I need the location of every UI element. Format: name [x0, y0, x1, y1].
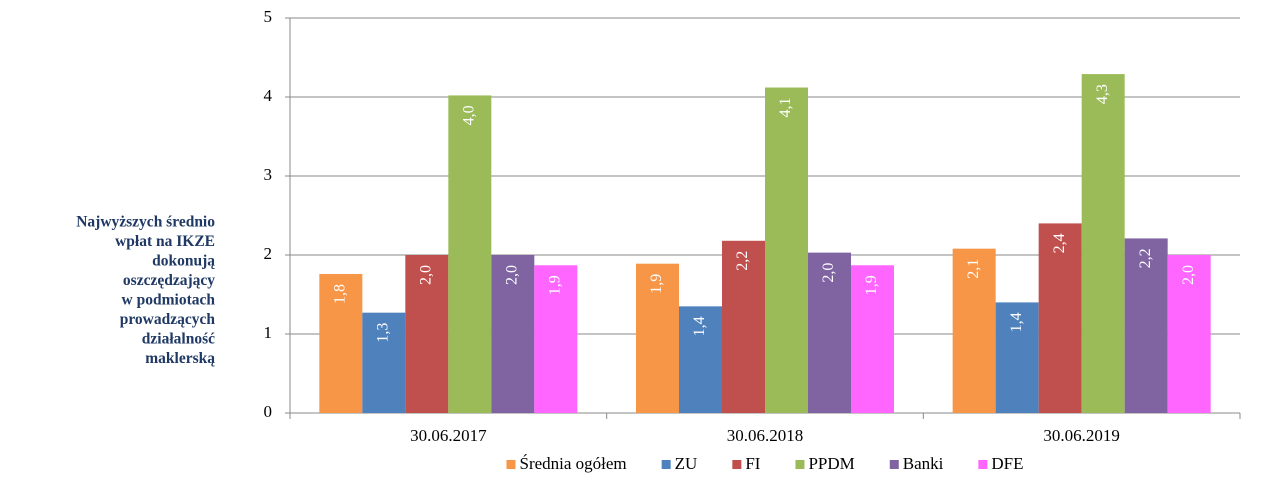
value-label: 2,1: [965, 259, 982, 279]
value-label: 1,4: [691, 316, 708, 336]
y-tick-label: 4: [264, 86, 273, 105]
bar: [491, 255, 535, 413]
legend-swatch: [978, 460, 988, 469]
side-note: maklerską: [145, 350, 215, 367]
value-label: 1,9: [547, 275, 564, 295]
value-label: 4,3: [1094, 84, 1111, 104]
x-tick-label: 30.06.2018: [727, 426, 804, 445]
bar: [722, 240, 765, 413]
side-note: dokonują: [152, 253, 215, 270]
bar: [1124, 238, 1168, 413]
value-label: 2,0: [820, 263, 837, 283]
value-label: 1,3: [375, 323, 392, 343]
legend-label: DFE: [991, 454, 1023, 473]
y-tick-label: 3: [264, 165, 273, 184]
value-label: 2,0: [504, 265, 521, 285]
bar: [534, 265, 578, 413]
value-label: 2,4: [1051, 233, 1068, 253]
bar: [995, 302, 1039, 413]
bar: [679, 306, 722, 413]
legend-label: PPDM: [808, 454, 854, 473]
value-label: 1,9: [863, 275, 880, 295]
side-note: w podmiotach: [122, 292, 216, 309]
legend-label: ZU: [675, 454, 698, 473]
side-note: działalność: [142, 331, 215, 348]
bar: [1167, 255, 1211, 413]
value-label: 2,0: [418, 265, 435, 285]
legend-swatch: [732, 460, 742, 469]
value-label: 4,1: [777, 98, 794, 118]
bar: [765, 87, 808, 414]
side-note: oszczędzający: [123, 272, 215, 289]
bar: [1038, 223, 1082, 413]
bar: [851, 265, 894, 413]
bar: [1081, 74, 1125, 413]
legend-swatch: [795, 460, 805, 469]
side-note: wpłat na IKZE: [115, 233, 215, 250]
value-label: 1,8: [332, 284, 349, 304]
bar: [636, 263, 679, 413]
y-tick-label: 0: [264, 402, 273, 421]
side-note: Najwyższych średnio: [76, 214, 215, 231]
bar: [319, 273, 363, 413]
legend-swatch: [889, 460, 899, 469]
legend-label: FI: [745, 454, 760, 473]
legend-swatch: [661, 460, 671, 469]
value-label: 2,0: [1180, 265, 1197, 285]
side-note: prowadzących: [120, 311, 216, 328]
x-tick-label: 30.06.2017: [410, 426, 487, 445]
bar: [448, 95, 492, 414]
bar: [405, 255, 449, 413]
x-tick-label: 30.06.2019: [1043, 426, 1120, 445]
y-tick-label: 5: [264, 7, 273, 26]
value-label: 4,0: [461, 105, 478, 125]
legend-label: Średnia ogółem: [519, 454, 626, 473]
legend-label: Banki: [903, 454, 944, 473]
y-tick-label: 2: [264, 244, 273, 263]
legend-swatch: [506, 460, 516, 469]
y-tick-label: 1: [264, 323, 273, 342]
bar: [808, 252, 851, 413]
value-label: 2,2: [734, 251, 751, 271]
value-label: 1,9: [648, 274, 665, 294]
value-label: 1,4: [1008, 312, 1025, 332]
value-label: 2,2: [1137, 248, 1154, 268]
bar: [952, 248, 996, 413]
bar: [362, 312, 406, 413]
